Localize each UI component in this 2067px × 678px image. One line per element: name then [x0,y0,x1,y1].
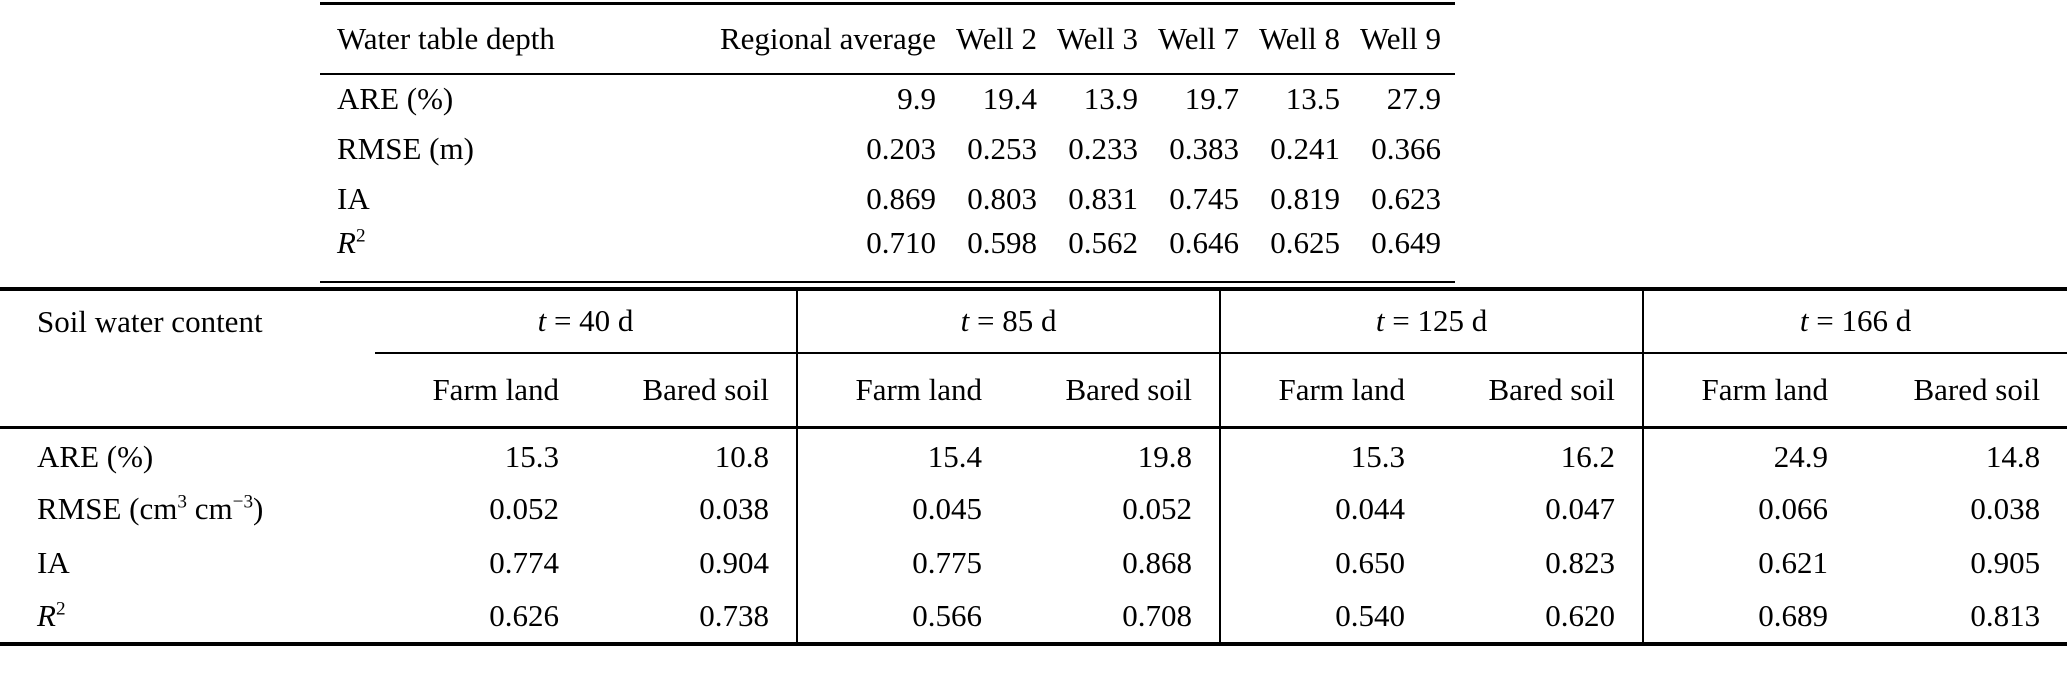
swc-row-label-are: ARE (%) [37,438,154,474]
wt-value: 0.366 [1371,130,1441,166]
wt-value: 0.623 [1371,180,1441,216]
wt-value: 0.745 [1169,180,1239,216]
swc-sub-header-spacer [0,352,375,429]
wt-value: 0.383 [1169,130,1239,166]
swc-value: 0.774 [489,544,559,580]
swc-value: 0.738 [699,597,770,633]
swc-value: 0.540 [1219,589,1433,644]
wt-col-header-well9: Well 9 [1354,3,1455,75]
swc-value: 16.2 [1560,438,1616,474]
swc-value: 0.823 [1545,544,1616,580]
swc-value: 15.4 [796,427,1010,482]
swc-value: 24.9 [1642,427,1856,482]
wt-value: 0.869 [866,180,936,216]
wt-value: 0.831 [1068,180,1138,216]
swc-value: 0.620 [1545,597,1616,633]
wt-value: 0.649 [1371,224,1441,260]
wt-value: 0.241 [1270,130,1340,166]
wt-value: 0.710 [866,224,936,260]
wt-value: 0.646 [1169,224,1239,260]
swc-value: 0.775 [796,535,1010,590]
wt-value: 0.562 [1068,224,1138,260]
swc-value: 15.3 [1219,427,1433,482]
soil-water-metrics-table: Soil water content t = 40 d t = 85 d t =… [0,286,2067,646]
swc-value: 14.8 [1985,438,2041,474]
wt-value: 0.803 [967,180,1037,216]
swc-time-group-t40: t = 40 d [375,288,798,354]
swc-value: 0.621 [1642,535,1856,590]
wt-col-header-well7: Well 7 [1152,3,1253,75]
swc-sub-header-farm-land: Farm land [1642,352,1856,429]
wt-col-header-well2: Well 2 [950,3,1051,75]
wt-value: 0.625 [1270,224,1340,260]
wt-row-ia: IA 0.869 0.803 0.831 0.745 0.819 0.623 [320,174,1455,224]
water-table-metrics-table: Water table depth Regional average Well … [320,2,1455,283]
swc-sub-header-farm-land: Farm land [1219,352,1433,429]
wt-value: 0.203 [866,130,936,166]
swc-value: 0.708 [1122,597,1193,633]
swc-value: 0.626 [489,597,559,633]
wt-value: 9.9 [897,81,936,116]
wt-col-header-regional-average: Regional average [550,3,950,75]
swc-value: 0.047 [1545,490,1616,526]
swc-value: 0.038 [699,490,770,526]
swc-value: 0.066 [1642,481,1856,536]
wt-row-label-rmse: RMSE (m) [337,130,474,166]
wt-col-header-well3: Well 3 [1051,3,1152,75]
wt-value: 27.9 [1386,81,1441,116]
swc-row-label-rmse: RMSE (cm3 cm−3) [37,490,264,526]
swc-value: 0.566 [796,589,1010,644]
wt-value: 0.233 [1068,130,1138,166]
wt-value: 19.7 [1184,81,1239,116]
swc-value: 0.905 [1970,544,2041,580]
swc-value: 0.052 [1122,490,1193,526]
swc-value: 15.3 [504,438,559,474]
swc-sub-header-bared-soil: Bared soil [1432,352,1644,429]
swc-value: 0.689 [1642,589,1856,644]
swc-row-r2: R2 0.626 0.738 0.566 0.708 0.540 0.620 0… [0,589,2067,644]
swc-sub-header-farm-land: Farm land [375,352,586,429]
wt-row-are: ARE (%) 9.9 19.4 13.9 19.7 13.5 27.9 [320,74,1455,124]
swc-row-label-ia: IA [37,544,70,580]
swc-value: 0.045 [796,481,1010,536]
swc-value: 0.650 [1219,535,1433,590]
swc-value: 0.813 [1970,597,2041,633]
swc-sub-header-bared-soil: Bared soil [586,352,798,429]
swc-value: 0.052 [489,490,559,526]
swc-time-group-t166: t = 166 d [1642,288,2067,354]
swc-value: 19.8 [1137,438,1193,474]
wt-header-label: Water table depth [320,3,555,75]
swc-sub-header-farm-land: Farm land [796,352,1010,429]
swc-sub-header-row: Farm land Bared soil Farm land Bared soi… [0,352,2067,429]
wt-row-label-ia: IA [337,180,370,216]
swc-value: 0.904 [699,544,770,580]
swc-row-label-r2: R2 [37,597,66,633]
wt-value: 0.253 [967,130,1037,166]
swc-time-group-t125: t = 125 d [1219,288,1644,354]
wt-row-r2: R2 0.710 0.598 0.562 0.646 0.625 0.649 [320,224,1455,282]
swc-sub-header-bared-soil: Bared soil [1855,352,2067,429]
wt-header-row: Water table depth Regional average Well … [320,3,1455,75]
swc-value: 0.044 [1219,481,1433,536]
wt-value: 13.5 [1285,81,1340,116]
wt-row-label-are: ARE (%) [337,81,454,116]
swc-row-are: ARE (%) 15.3 10.8 15.4 19.8 15.3 16.2 24… [0,427,2067,482]
swc-group-header-row: Soil water content t = 40 d t = 85 d t =… [0,288,2067,354]
wt-value: 19.4 [982,81,1037,116]
swc-value: 0.038 [1970,490,2041,526]
swc-row-rmse: RMSE (cm3 cm−3) 0.052 0.038 0.045 0.052 … [0,481,2067,536]
swc-table-label: Soil water content [37,303,263,339]
wt-value: 13.9 [1083,81,1138,116]
swc-row-ia: IA 0.774 0.904 0.775 0.868 0.650 0.823 0… [0,535,2067,590]
wt-row-rmse: RMSE (m) 0.203 0.253 0.233 0.383 0.241 0… [320,124,1455,174]
swc-value: 0.868 [1122,544,1193,580]
wt-value: 0.819 [1270,180,1340,216]
wt-value: 0.598 [967,224,1037,260]
wt-col-header-well8: Well 8 [1253,3,1354,75]
swc-value: 10.8 [714,438,770,474]
wt-row-label-r2: R2 [337,224,366,260]
swc-sub-header-bared-soil: Bared soil [1009,352,1221,429]
swc-time-group-t85: t = 85 d [796,288,1221,354]
